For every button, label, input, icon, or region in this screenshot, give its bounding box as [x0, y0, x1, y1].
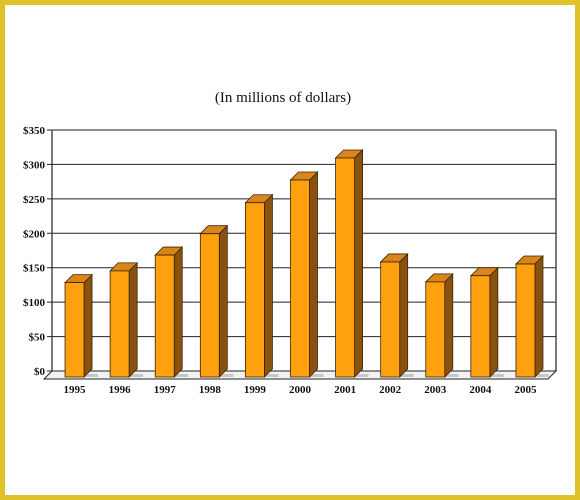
bar-front [290, 179, 310, 378]
bar-side [173, 246, 183, 378]
bar-side [309, 171, 318, 378]
bar-side [264, 193, 273, 378]
x-tick-label: 1999 [244, 384, 267, 396]
bar-side [534, 255, 544, 378]
x-tick-label: 1995 [64, 384, 87, 396]
x-tick-label: 2002 [379, 384, 402, 396]
bar-front [109, 270, 130, 378]
bar-2003 [424, 272, 459, 378]
bar-front [199, 233, 220, 378]
x-tick-label: 1998 [199, 384, 222, 396]
bar-front [425, 281, 446, 378]
bar-1995 [64, 273, 99, 378]
bar-side [218, 224, 228, 378]
x-tick-label: 1996 [109, 384, 132, 396]
bars [64, 149, 549, 378]
y-tick-label: $300 [23, 159, 46, 171]
bar-2002 [379, 252, 414, 378]
bar-front [380, 261, 401, 378]
bar-side [399, 252, 409, 378]
chart-subtitle: (In millions of dollars) [215, 90, 351, 106]
bar-1999 [244, 193, 279, 378]
y-tick-label: $0 [34, 366, 46, 378]
x-tick-label: 2001 [334, 384, 356, 396]
bar-side [83, 273, 93, 378]
y-axis: $0 $50 $100 $150 $200 $250 $300 $350 [23, 125, 52, 378]
bar-front [515, 263, 536, 378]
x-axis: 1995 1996 1997 1998 1999 2000 2001 2002 2003 2004… [64, 384, 537, 396]
bar-side [354, 149, 363, 378]
bar-front [154, 254, 175, 378]
y-tick-label: $50 [29, 332, 46, 344]
bar-2005 [514, 255, 549, 378]
bar-side [444, 272, 454, 378]
y-tick-label: $350 [23, 125, 46, 137]
y-tick-label: $100 [23, 297, 46, 309]
bar-1996 [109, 261, 144, 378]
bar-2000 [289, 171, 324, 378]
bar-side [128, 261, 138, 378]
bar-front [335, 157, 355, 378]
x-tick-label: 2004 [469, 384, 492, 396]
x-tick-label: 2003 [424, 384, 447, 396]
bar-front [245, 202, 265, 378]
x-tick-label: 2000 [289, 384, 312, 396]
bar-1998 [199, 224, 234, 378]
bar-2004 [469, 266, 504, 378]
bar-1997 [154, 246, 189, 378]
y-tick-label: $250 [23, 194, 46, 206]
y-tick-label: $200 [23, 228, 46, 240]
bar-2001 [334, 149, 369, 378]
bar-side [489, 266, 499, 378]
y-tick-label: $150 [23, 263, 46, 275]
x-tick-label: 1997 [154, 384, 177, 396]
x-tick-label: 2005 [514, 384, 537, 396]
bar-front [64, 282, 85, 378]
bar-front [470, 275, 491, 378]
